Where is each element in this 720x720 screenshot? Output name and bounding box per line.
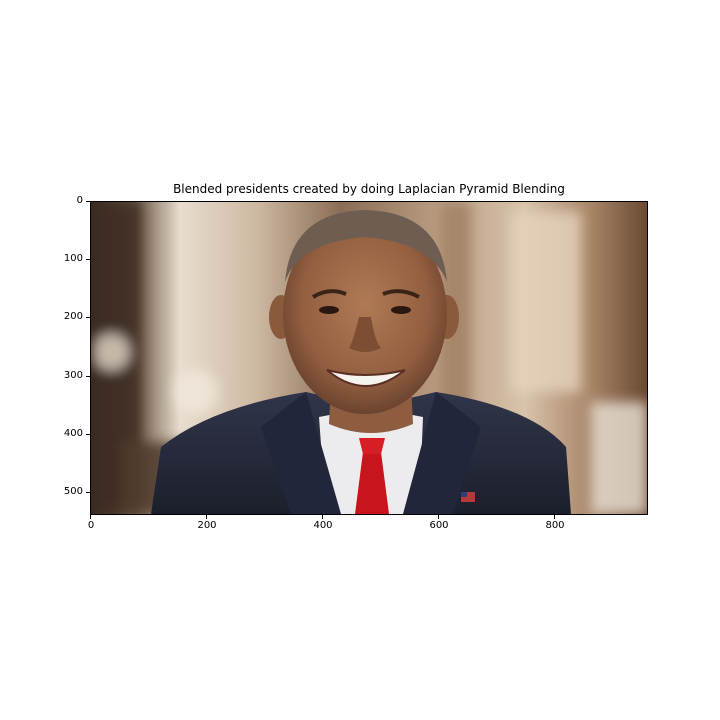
ytick-mark [86,201,90,202]
ytick-label: 0 [76,195,83,206]
xtick-mark [206,515,207,519]
xtick-label: 600 [429,520,449,531]
xtick-mark [90,515,91,519]
xtick-label: 400 [313,520,333,531]
xtick-label: 200 [197,520,217,531]
ytick-label: 500 [63,486,83,497]
xtick-mark [554,515,555,519]
figure-title: Blended presidents created by doing Lapl… [173,182,565,196]
ytick-label: 200 [63,311,83,322]
ytick-label: 400 [63,428,83,439]
blended-photo [91,202,647,514]
ytick-mark [86,317,90,318]
ytick-mark [86,434,90,435]
xtick-mark [438,515,439,519]
ytick-label: 100 [63,253,83,264]
ytick-mark [86,259,90,260]
ytick-mark [86,376,90,377]
ytick-label: 300 [63,370,83,381]
xtick-label: 800 [545,520,565,531]
ytick-mark [86,492,90,493]
xtick-label: 0 [87,520,95,531]
xtick-mark [322,515,323,519]
image-axes [90,201,648,515]
